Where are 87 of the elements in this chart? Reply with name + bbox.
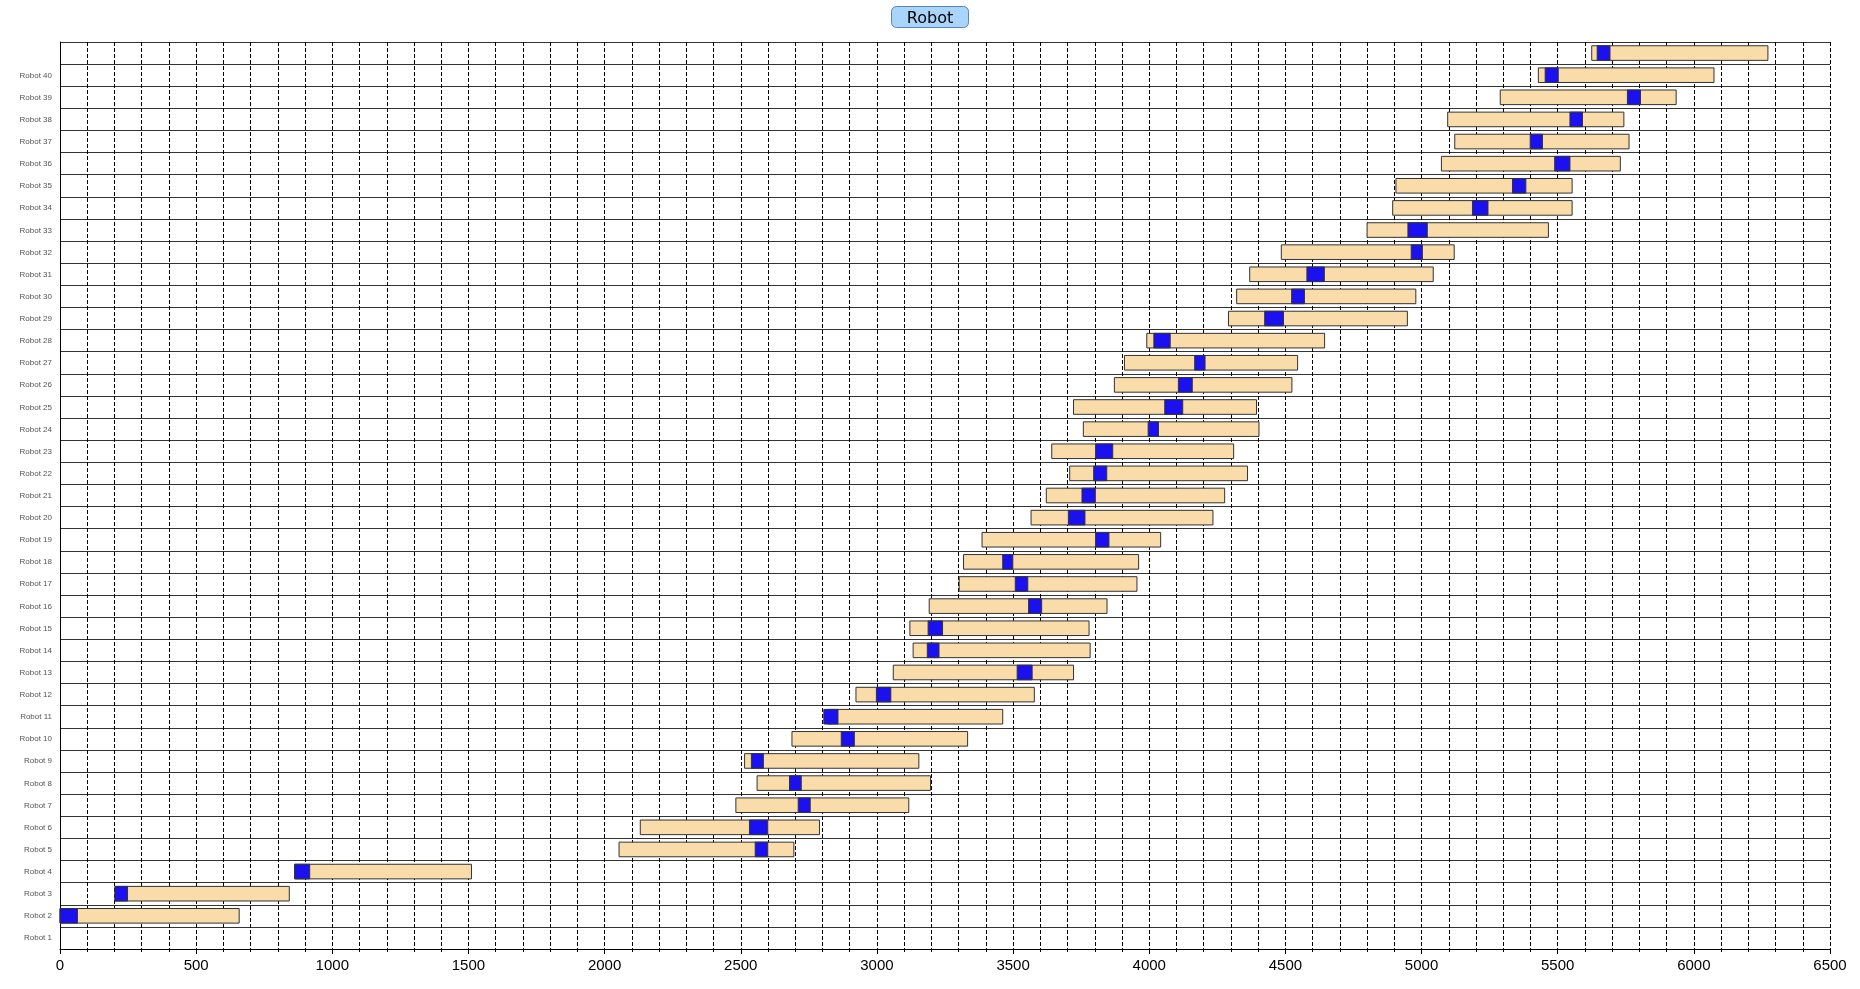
y-tick-label: Robot 1 [23,933,53,943]
bar [928,598,1108,614]
y-tick-label: Robot 9 [23,756,53,766]
bar [1447,111,1625,128]
bar [1227,310,1408,327]
y-tick-label: Robot 39 [19,92,53,102]
x-tick-label: 2000 [587,956,622,973]
x-tick-label: 0 [55,956,65,973]
bar [1440,155,1621,172]
x-tick-label: 500 [183,956,209,973]
y-tick-label: Robot 7 [23,800,53,810]
y-tick-label: Robot 21 [19,491,53,500]
bar [1073,399,1258,415]
y-tick-label: Robot 25 [19,402,53,412]
bar [909,620,1090,637]
y-tick-label: Robot 8 [23,778,53,788]
y-tick-label: Robot 24 [19,424,53,434]
y-tick-label: Robot 18 [19,557,53,567]
y-tick-label: Robot 37 [19,137,53,147]
y-tick-label: Robot 13 [19,667,53,677]
bar [735,797,910,814]
y-tick-label: Robot 34 [19,203,53,213]
y-tick-label: Robot 2 [23,911,53,921]
bar [1146,332,1326,349]
y-tick-label: Robot 26 [19,380,53,390]
bar [1249,266,1434,283]
bar [1392,200,1573,216]
x-tick-label: 6500 [1813,956,1847,973]
y-tick-label: Robot 15 [19,623,53,633]
x-tick-label: 4500 [1268,956,1303,973]
x-tick-label: 3500 [996,956,1030,973]
y-tick-label: Robot 27 [19,358,53,368]
bar [958,576,1138,592]
y-tick-label: Robot 29 [19,314,53,324]
y-tick-label: Robot 16 [19,601,53,611]
x-tick-label: 1500 [451,956,486,973]
y-tick-label: Robot 28 [19,336,53,346]
y-tick-label: Robot 32 [19,247,53,257]
bar [1082,421,1260,437]
y-tick-label: Robot 38 [19,114,53,124]
bar [963,554,1140,570]
y-tick-label: Robot 6 [23,822,53,832]
y-tick-label: Robot 40 [19,70,53,80]
bar [618,841,795,858]
bar [1537,67,1715,83]
y-tick-label: Robot 30 [19,291,53,301]
y-tick-label: Robot 14 [19,645,53,655]
bar [756,775,932,791]
bar [981,531,1162,548]
y-tick-label: Robot 19 [19,535,53,545]
bar [912,642,1091,659]
bar [1454,133,1630,150]
bar [1499,89,1677,106]
y-tick-label: Robot 12 [19,690,53,700]
y-tick-label: Robot 11 [20,712,53,722]
bar [1280,244,1455,260]
bar [1051,443,1235,460]
bar [791,731,969,747]
bar [892,664,1075,681]
y-tick-label: Robot 17 [19,579,53,589]
y-tick-label: Robot 36 [19,159,53,169]
y-tick-label: Robot 5 [23,844,53,854]
x-tick-label: 2500 [724,956,758,973]
bar [1069,465,1249,482]
bar [1236,288,1417,305]
y-tick-label: Robot 33 [19,225,53,235]
bar [1123,354,1299,371]
x-tick-label: 3000 [860,956,894,973]
bar [1591,45,1769,61]
y-tick-label: Robot 23 [19,446,53,456]
bar [1045,487,1226,504]
bar [744,753,920,769]
x-tick-label: 4000 [1132,956,1166,973]
y-tick-label: Robot 4 [23,867,53,877]
x-tick-label: 1000 [315,956,349,973]
y-tick-label: Robot 10 [19,734,53,744]
y-tick-label: Robot 3 [23,889,53,899]
bar [1395,177,1573,194]
y-tick-label: Robot 20 [19,513,53,523]
x-tick-label: 5500 [1541,956,1575,973]
y-tick-label: Robot 31 [19,269,53,279]
chart-title: Robot [906,7,954,27]
y-tick-label: Robot 22 [19,468,53,478]
x-tick-label: 6000 [1677,956,1711,973]
bar [855,686,1035,703]
y-tick-label: Robot 35 [19,181,53,191]
x-tick-label: 5000 [1404,956,1439,973]
